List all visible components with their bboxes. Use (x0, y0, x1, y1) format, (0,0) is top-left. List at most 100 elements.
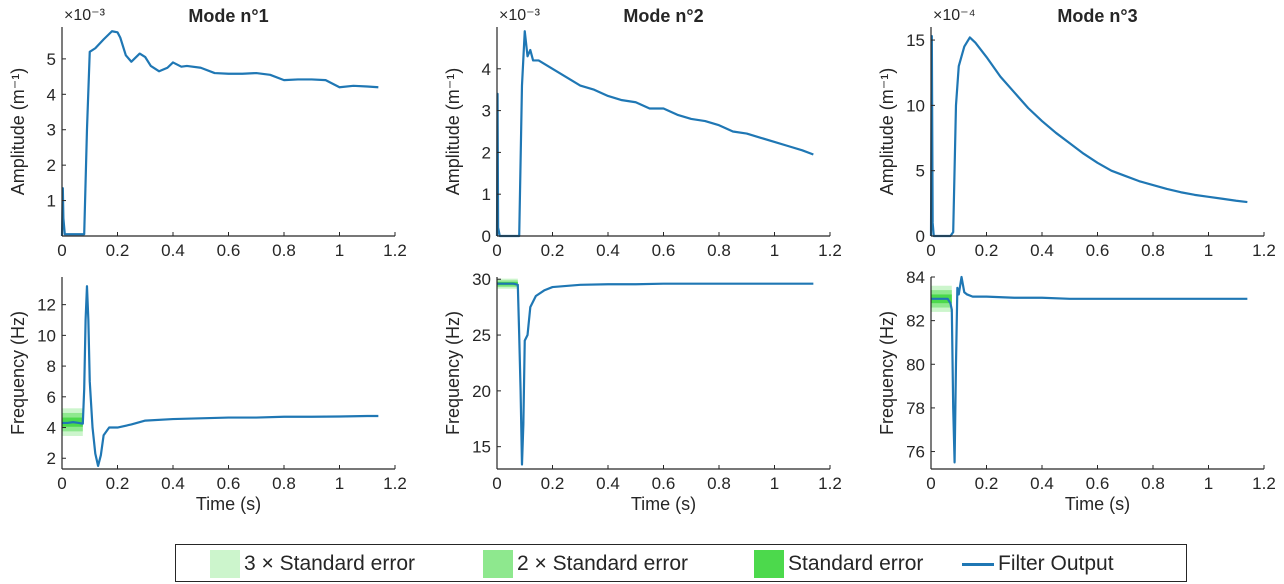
y-tick-label: 84 (906, 268, 925, 287)
x-axis-label: Time (s) (1065, 494, 1130, 514)
x-tick-label: 0 (492, 241, 501, 260)
y-tick-label: 8 (47, 357, 56, 376)
x-tick-label: 1 (1204, 474, 1213, 493)
y-tick-label: 12 (37, 296, 56, 315)
legend-label-se2: 2 × Standard error (517, 552, 689, 575)
x-tick-label: 0.2 (541, 474, 565, 493)
x-tick-label: 0.2 (106, 474, 130, 493)
y-tick-label: 15 (472, 438, 491, 457)
legend-label-filter: Filter Output (998, 552, 1114, 575)
filter-output-line (60, 30, 379, 237)
y-tick-label: 2 (47, 449, 56, 468)
x-tick-label: 1.2 (1252, 474, 1276, 493)
y-tick-label: 15 (906, 31, 925, 50)
y-tick-label: 0 (482, 227, 491, 246)
x-tick-label: 0.6 (1086, 241, 1110, 260)
x-tick-label: 0.2 (541, 241, 565, 260)
x-tick-label: 1 (770, 474, 779, 493)
subplot-2: 0 0.2 0.4 0.6 0.8 1 1.2 0 1 2 3 4 ×10⁻³ Mode n°2 Ampli… (443, 6, 842, 260)
x-tick-label: 1.2 (383, 241, 407, 260)
y-tick-label: 76 (906, 443, 925, 462)
y-tick-label: 2 (47, 156, 56, 175)
y-axis-label: Amplitude (m⁻¹) (877, 68, 897, 196)
y-axis-label: Amplitude (m⁻¹) (443, 68, 463, 196)
legend-swatch-se3 (210, 550, 240, 578)
y-tick-label: 4 (482, 60, 491, 79)
y-tick-label: 5 (47, 50, 56, 69)
x-tick-label: 0.4 (161, 474, 185, 493)
legend-label-se1: Standard error (788, 552, 924, 575)
filter-output-line (929, 35, 1248, 238)
filter-output-line (62, 285, 379, 468)
y-tick-label: 82 (906, 312, 925, 331)
x-tick-label: 0.8 (707, 241, 731, 260)
x-tick-label: 0.2 (975, 241, 999, 260)
y-tick-label: 4 (47, 85, 56, 104)
x-tick-label: 0.8 (1141, 241, 1165, 260)
legend-item-se1: Standard error (754, 545, 923, 583)
x-tick-label: 0.4 (596, 474, 620, 493)
y-tick-label: 1 (47, 192, 56, 211)
x-tick-label: 0 (57, 474, 66, 493)
subplot-6: 0 0.2 0.4 0.6 0.8 1 1.2 76 78 80 82 84 Time (s) Frequ… (877, 268, 1276, 514)
x-tick-label: 0.6 (652, 474, 676, 493)
x-tick-label: 1 (335, 241, 344, 260)
x-tick-label: 0.4 (1030, 474, 1054, 493)
subplot-4: 0 0.2 0.4 0.6 0.8 1 1.2 2 4 6 8 10 12 Time (s) Frequen… (8, 277, 407, 514)
subplot-title: Mode n°1 (188, 6, 268, 26)
legend-item-se3: 3 × Standard error (210, 545, 415, 583)
legend-label-se3: 3 × Standard error (244, 552, 416, 575)
x-tick-label: 0.6 (652, 241, 676, 260)
x-tick-label: 0.4 (161, 241, 185, 260)
axis-multiplier: ×10⁻³ (64, 7, 106, 24)
legend-item-filter: Filter Output (962, 545, 1114, 583)
legend-swatch-se2 (483, 550, 513, 578)
x-tick-label: 1 (335, 474, 344, 493)
y-tick-label: 10 (37, 326, 56, 345)
x-tick-label: 1 (770, 241, 779, 260)
y-axis-label: Frequency (Hz) (8, 311, 28, 435)
x-tick-label: 0.6 (217, 474, 241, 493)
filter-output-line (495, 30, 814, 238)
y-tick-label: 0 (916, 227, 925, 246)
axis-multiplier: ×10⁻⁴ (933, 7, 976, 24)
y-tick-label: 30 (472, 270, 491, 289)
legend-swatch-se1 (754, 550, 784, 578)
subplot-title: Mode n°2 (623, 6, 703, 26)
y-tick-label: 80 (906, 355, 925, 374)
x-tick-label: 0.6 (1086, 474, 1110, 493)
y-tick-label: 20 (472, 382, 491, 401)
x-tick-label: 0.4 (596, 241, 620, 260)
y-tick-label: 78 (906, 399, 925, 418)
x-tick-label: 0.4 (1030, 241, 1054, 260)
x-tick-label: 1.2 (1252, 241, 1276, 260)
x-tick-label: 0.8 (272, 241, 296, 260)
y-tick-label: 5 (916, 162, 925, 181)
subplot-1: 0 0.2 0.4 0.6 0.8 1 1.2 1 2 3 4 5 ×10⁻³ Mode n°1 Ampli… (8, 6, 407, 260)
y-tick-label: 3 (47, 121, 56, 140)
x-tick-label: 1 (1204, 241, 1213, 260)
x-axis-label: Time (s) (196, 494, 261, 514)
x-tick-label: 1.2 (818, 474, 842, 493)
y-tick-label: 4 (47, 419, 56, 438)
y-axis-label: Frequency (Hz) (443, 311, 463, 435)
x-axis-label: Time (s) (631, 494, 696, 514)
y-axis-label: Amplitude (m⁻¹) (8, 68, 28, 196)
filter-output-line (497, 282, 814, 466)
legend-line-filter (962, 562, 994, 566)
x-tick-label: 0 (926, 474, 935, 493)
subplot-title: Mode n°3 (1057, 6, 1137, 26)
subplot-5: 0 0.2 0.4 0.6 0.8 1 1.2 15 20 25 30 Time (s) Frequen… (443, 270, 842, 514)
subplot-3: 0 0.2 0.4 0.6 0.8 1 1.2 0 5 10 15 ×10⁻⁴ Mode n°3 Ampl… (877, 6, 1276, 260)
x-tick-label: 0.6 (217, 241, 241, 260)
y-tick-label: 10 (906, 96, 925, 115)
x-tick-label: 0.8 (707, 474, 731, 493)
x-tick-label: 0 (492, 474, 501, 493)
x-tick-label: 1.2 (818, 241, 842, 260)
y-tick-label: 6 (47, 388, 56, 407)
x-tick-label: 0.2 (975, 474, 999, 493)
x-tick-label: 0.8 (1141, 474, 1165, 493)
y-tick-label: 2 (482, 143, 491, 162)
y-tick-label: 1 (482, 185, 491, 204)
